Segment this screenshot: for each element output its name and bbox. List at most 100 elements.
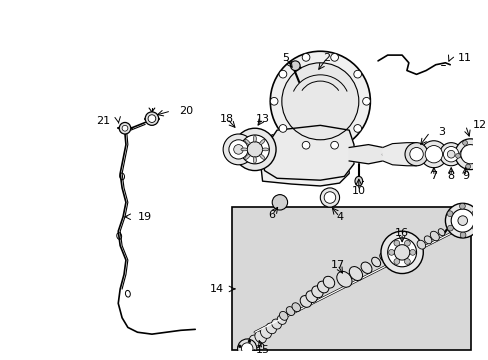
Ellipse shape bbox=[300, 296, 311, 307]
Bar bbox=[231, 207, 470, 350]
Circle shape bbox=[302, 141, 309, 149]
Circle shape bbox=[447, 150, 454, 158]
Circle shape bbox=[362, 98, 369, 105]
Circle shape bbox=[393, 240, 399, 246]
Ellipse shape bbox=[360, 262, 371, 274]
Circle shape bbox=[404, 143, 427, 166]
Text: 2: 2 bbox=[323, 53, 330, 63]
Circle shape bbox=[233, 128, 276, 171]
Polygon shape bbox=[382, 143, 416, 166]
Circle shape bbox=[270, 51, 369, 151]
Circle shape bbox=[387, 238, 416, 267]
Ellipse shape bbox=[354, 176, 362, 186]
Text: 18: 18 bbox=[220, 114, 234, 123]
Ellipse shape bbox=[317, 281, 328, 293]
Circle shape bbox=[380, 231, 423, 274]
Polygon shape bbox=[262, 125, 353, 180]
Circle shape bbox=[320, 188, 339, 207]
Circle shape bbox=[270, 98, 277, 105]
Circle shape bbox=[446, 211, 452, 217]
Circle shape bbox=[302, 54, 309, 61]
Circle shape bbox=[439, 143, 462, 166]
Circle shape bbox=[471, 225, 477, 230]
Ellipse shape bbox=[305, 291, 317, 302]
Ellipse shape bbox=[336, 271, 351, 287]
Text: 5: 5 bbox=[282, 53, 288, 63]
Circle shape bbox=[409, 148, 423, 161]
Circle shape bbox=[404, 258, 409, 264]
Circle shape bbox=[281, 63, 358, 140]
Circle shape bbox=[353, 125, 361, 132]
Circle shape bbox=[330, 141, 338, 149]
Circle shape bbox=[241, 343, 252, 354]
Ellipse shape bbox=[243, 339, 256, 352]
Circle shape bbox=[393, 258, 399, 264]
Circle shape bbox=[223, 134, 253, 165]
Circle shape bbox=[447, 225, 452, 231]
Text: 13: 13 bbox=[255, 114, 269, 123]
Ellipse shape bbox=[379, 253, 387, 261]
Circle shape bbox=[420, 141, 447, 168]
Text: 15: 15 bbox=[255, 345, 269, 355]
Circle shape bbox=[394, 245, 409, 260]
Text: 4: 4 bbox=[335, 212, 343, 222]
Circle shape bbox=[247, 142, 262, 157]
Circle shape bbox=[247, 340, 250, 343]
Circle shape bbox=[425, 145, 442, 163]
Ellipse shape bbox=[279, 311, 287, 320]
Circle shape bbox=[443, 147, 458, 162]
Circle shape bbox=[253, 350, 255, 352]
Circle shape bbox=[455, 145, 474, 164]
Circle shape bbox=[478, 158, 483, 163]
Circle shape bbox=[460, 145, 479, 164]
Text: 20: 20 bbox=[179, 106, 193, 116]
Polygon shape bbox=[260, 130, 348, 186]
Circle shape bbox=[353, 70, 361, 78]
Circle shape bbox=[119, 122, 130, 134]
Ellipse shape bbox=[429, 231, 438, 241]
Ellipse shape bbox=[241, 148, 247, 151]
Ellipse shape bbox=[271, 319, 281, 329]
Text: 21: 21 bbox=[96, 116, 110, 126]
Circle shape bbox=[455, 153, 460, 158]
Ellipse shape bbox=[277, 315, 286, 324]
Ellipse shape bbox=[265, 323, 276, 334]
Circle shape bbox=[237, 339, 256, 358]
Circle shape bbox=[459, 232, 465, 238]
Text: 19: 19 bbox=[137, 212, 151, 222]
Text: 14: 14 bbox=[209, 284, 224, 294]
Circle shape bbox=[148, 115, 156, 122]
Polygon shape bbox=[348, 145, 387, 164]
Text: 3: 3 bbox=[437, 127, 444, 137]
Circle shape bbox=[240, 135, 269, 164]
Ellipse shape bbox=[348, 266, 362, 280]
Circle shape bbox=[330, 54, 338, 61]
Text: 11: 11 bbox=[457, 53, 471, 63]
Ellipse shape bbox=[416, 240, 425, 249]
Ellipse shape bbox=[253, 135, 256, 142]
Ellipse shape bbox=[262, 148, 268, 151]
Circle shape bbox=[238, 345, 241, 348]
Circle shape bbox=[145, 112, 158, 125]
Ellipse shape bbox=[253, 157, 256, 163]
Ellipse shape bbox=[260, 327, 271, 338]
Ellipse shape bbox=[244, 154, 249, 159]
Circle shape bbox=[233, 145, 243, 154]
Ellipse shape bbox=[437, 229, 444, 236]
Text: 12: 12 bbox=[472, 120, 487, 130]
Circle shape bbox=[290, 61, 300, 71]
Ellipse shape bbox=[244, 139, 249, 144]
Circle shape bbox=[228, 140, 247, 159]
Circle shape bbox=[465, 164, 469, 169]
Circle shape bbox=[462, 140, 467, 145]
Text: 9: 9 bbox=[461, 171, 468, 181]
Ellipse shape bbox=[291, 303, 300, 312]
Circle shape bbox=[279, 70, 286, 78]
Circle shape bbox=[324, 192, 335, 203]
Circle shape bbox=[454, 139, 485, 170]
Ellipse shape bbox=[259, 139, 264, 144]
Circle shape bbox=[459, 148, 470, 160]
Text: 16: 16 bbox=[394, 228, 408, 238]
Circle shape bbox=[409, 249, 415, 255]
Ellipse shape bbox=[371, 257, 380, 267]
